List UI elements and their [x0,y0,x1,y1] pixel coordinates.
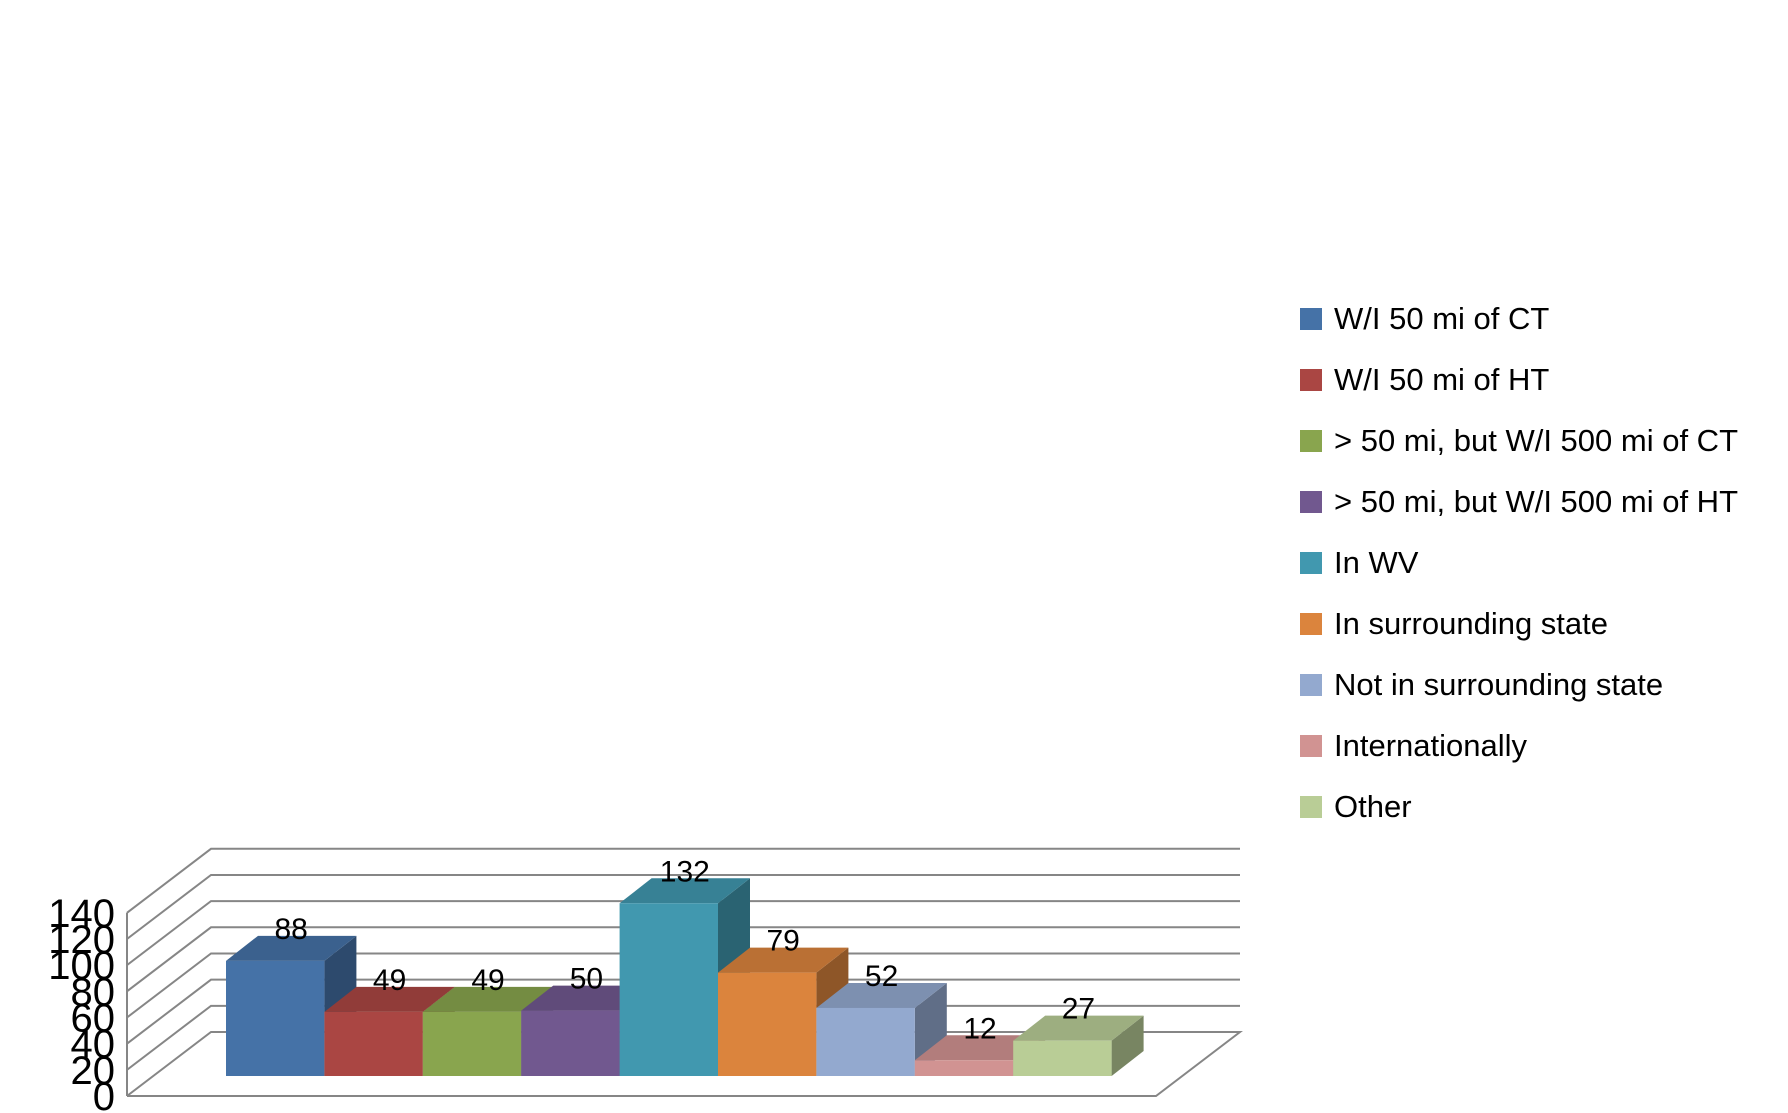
legend-swatch [1300,490,1322,513]
data-label: 132 [660,855,710,888]
legend-swatch [1300,368,1322,391]
bar-top [816,982,947,1008]
bar [1013,1015,1144,1076]
legend-item: > 50 mi, but W/I 500 mi of HT [1300,471,1780,532]
bar-front [422,1011,522,1076]
bar-top [324,986,455,1012]
legend-label: > 50 mi, but W/I 500 mi of CT [1334,422,1738,458]
gridlines [126,847,1243,1097]
data-label: 88 [275,913,308,946]
legend: W/I 50 mi of CT W/I 50 mi of HT > 50 mi, b… [1300,288,1780,837]
gridline [126,873,1240,940]
bar-top [422,986,554,1012]
floor-gridline [126,1031,1243,1097]
legend-swatch [1300,429,1322,452]
y-tick-label: 140 [48,892,115,936]
data-labels: 88 49 49 50 132 79 52 12 27 [275,855,1096,1045]
legend-swatch [1300,612,1322,635]
legend-label: In surrounding state [1334,605,1609,641]
data-label: 79 [767,925,800,958]
bar-front [1013,1040,1112,1076]
data-label: 27 [1062,993,1095,1026]
legend-swatch [1300,734,1322,757]
legend-label: In WV [1334,544,1419,580]
legend-item: In WV [1300,532,1780,593]
legend-label: Internationally [1334,727,1528,763]
bar-front [718,972,817,1076]
data-label: 49 [373,964,406,997]
bar-front [521,1010,620,1076]
legend-item: > 50 mi, but W/I 500 mi of CT [1300,410,1780,471]
bar-front [816,1007,915,1076]
legend-swatch [1300,307,1322,330]
gridline [126,952,1240,1019]
gridline [126,926,1240,993]
y-tick-label: 20 [71,1049,116,1093]
y-tick-label: 120 [48,918,115,962]
bar-front [226,960,325,1076]
legend-swatch [1300,551,1322,574]
bar-top [718,947,849,973]
legend-swatch [1300,795,1322,818]
legend-label: Other [1334,788,1412,824]
legend-item: Other [1300,776,1780,837]
legend-label: > 50 mi, but W/I 500 mi of HT [1334,483,1738,519]
bar-front [324,1011,423,1076]
legend-swatch [1300,673,1322,696]
bar-top [914,1035,1046,1061]
legend-item: W/I 50 mi of HT [1300,349,1780,410]
data-label: 50 [570,963,603,996]
bar-top [1013,1015,1144,1041]
y-tick-label: 0 [93,1075,115,1113]
gridline [126,900,1240,966]
bars [226,878,1144,1076]
bar-front [619,903,718,1076]
legend-item: Internationally [1300,715,1780,776]
bar-side [1111,1015,1144,1076]
bar-top [619,878,750,904]
y-tick-label: 100 [48,944,115,988]
bar [226,935,357,1076]
bar-front [914,1060,1014,1076]
bar-top [521,985,652,1011]
legend-label: W/I 50 mi of HT [1334,361,1550,397]
y-tick-label: 40 [71,1023,116,1067]
legend-item: W/I 50 mi of CT [1300,288,1780,349]
legend-item: In surrounding state [1300,593,1780,654]
legend-label: Not in surrounding state [1334,666,1664,702]
legend-label: W/I 50 mi of CT [1334,300,1550,336]
gridline [126,978,1240,1045]
gridline [126,847,1240,914]
legend-item: Not in surrounding state [1300,654,1780,715]
data-label: 49 [471,964,504,997]
y-tick-label: 60 [71,996,116,1040]
y-tick-label: 80 [71,970,116,1014]
data-label: 12 [963,1012,996,1045]
bar-top [226,935,357,961]
data-label: 52 [865,960,898,993]
